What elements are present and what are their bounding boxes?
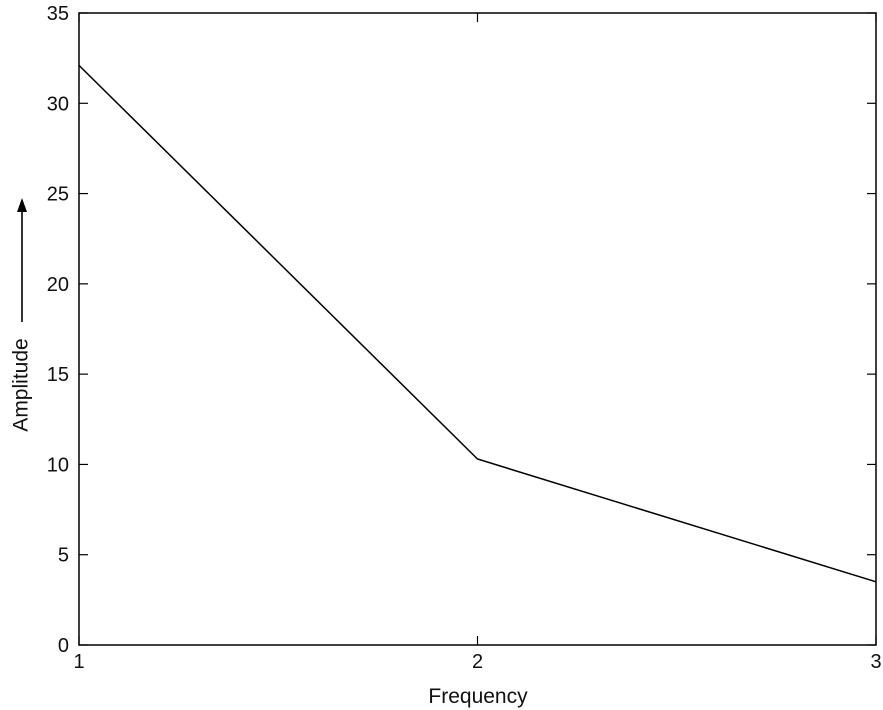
y-tick-label: 10 — [47, 454, 69, 476]
y-axis-label: Amplitude — [10, 338, 33, 431]
plot-area — [78, 12, 877, 646]
x-axis-ticks: 1 2 3 — [73, 13, 882, 673]
y-tick-label: 15 — [47, 364, 69, 386]
up-arrow-icon — [17, 198, 27, 322]
x-tick-label: 3 — [870, 651, 881, 673]
y-axis-ticks: 0 5 10 15 20 25 30 35 — [47, 3, 876, 657]
y-tick-label: 30 — [47, 93, 69, 115]
y-tick-label: 25 — [47, 184, 69, 206]
series-line — [78, 64, 877, 583]
y-axis-label-group: Amplitude — [10, 198, 33, 432]
y-tick-label: 35 — [47, 3, 69, 25]
y-tick-label: 5 — [58, 545, 69, 567]
series-group — [78, 64, 877, 583]
y-tick-label: 0 — [58, 635, 69, 657]
x-tick-label: 2 — [472, 651, 483, 673]
y-tick-label: 20 — [47, 274, 69, 296]
x-tick-label: 1 — [73, 651, 84, 673]
x-axis-label: Frequency — [428, 685, 528, 708]
